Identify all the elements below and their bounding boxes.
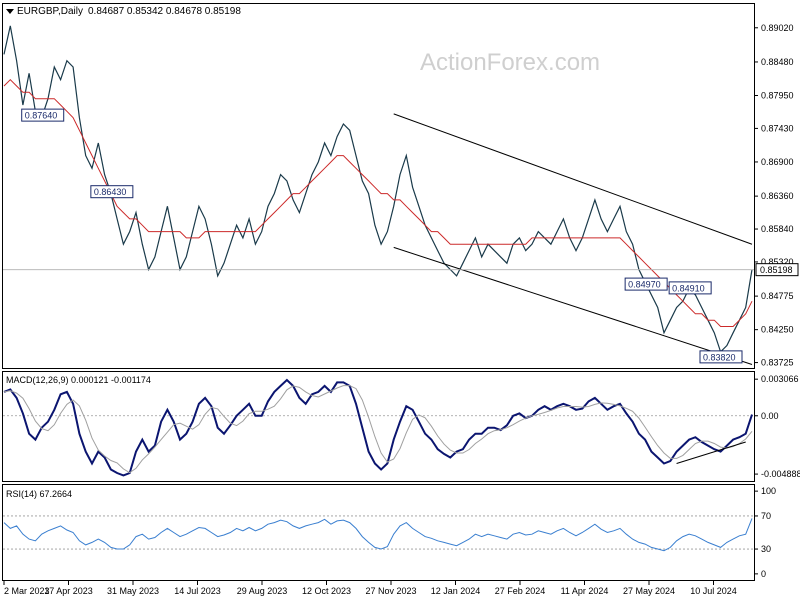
rsi-tick-label: 30 <box>761 544 771 554</box>
macd-line <box>3 378 753 477</box>
macd-tick-label: 0.003066 <box>761 374 799 384</box>
macd-signal-line <box>3 385 753 474</box>
date-tick-label: 27 May 2024 <box>623 586 675 596</box>
date-tick-label: 12 Oct 2023 <box>302 586 351 596</box>
trend-channel-line <box>393 246 753 365</box>
price-annotation-box <box>699 350 743 364</box>
price-tick-label: 0.89020 <box>761 23 794 33</box>
price-annotation-label: 0.86430 <box>94 187 127 197</box>
price-tick-label: 0.84250 <box>761 325 794 335</box>
price-tick-label: 0.83725 <box>761 358 794 368</box>
price-tick-label: 0.87430 <box>761 123 794 133</box>
price-annotation-label: 0.83820 <box>703 352 736 362</box>
rsi-tick-label: 70 <box>761 511 771 521</box>
date-tick-label: 31 May 2023 <box>107 586 159 596</box>
rsi-tick-label: 100 <box>761 486 776 496</box>
price-tick-label: 0.88480 <box>761 57 794 67</box>
macd-label: MACD(12,26,9) 0.000121 -0.001174 <box>6 375 151 385</box>
price-tick-label: 0.86900 <box>761 157 794 167</box>
price-annotation-box <box>21 108 65 122</box>
price-tick-label: 0.85840 <box>761 224 794 234</box>
series-ma <box>3 78 753 327</box>
macd-tick-label: -0.004888 <box>761 469 800 479</box>
date-tick-label: 29 Aug 2023 <box>237 586 288 596</box>
series-close <box>3 25 753 353</box>
price-annotation-label: 0.84970 <box>628 280 661 290</box>
ohlc-label: 0.84687 0.85342 0.84678 0.85198 <box>88 6 241 17</box>
rsi-label: RSI(14) 67.2664 <box>6 489 72 499</box>
macd-trend-line <box>676 441 746 464</box>
date-tick-label: 17 Apr 2023 <box>44 586 93 596</box>
symbol-label: EURGBP,Daily <box>17 6 83 17</box>
price-tick-label: 0.87950 <box>761 91 794 101</box>
rsi-line <box>3 518 753 552</box>
price-annotation-label: 0.87640 <box>25 111 58 121</box>
macd-tick-label: 0.00 <box>761 411 779 421</box>
watermark-text: ActionForex.com <box>420 49 600 76</box>
price-annotation-box <box>90 185 134 199</box>
rsi-tick-label: 0 <box>761 569 766 579</box>
price-tick-label: 0.84775 <box>761 291 794 301</box>
rsi-panel-frame <box>2 484 755 581</box>
price-annotation-label: 0.84910 <box>672 283 705 293</box>
date-tick-label: 27 Feb 2024 <box>495 586 546 596</box>
last-price-label: 0.85198 <box>760 265 793 275</box>
price-annotation-box <box>624 277 668 291</box>
date-tick-label: 10 Jul 2024 <box>690 586 737 596</box>
date-tick-label: 14 Jul 2023 <box>174 586 221 596</box>
price-tick-label: 0.85320 <box>761 257 794 267</box>
date-tick-label: 11 Apr 2024 <box>561 586 609 596</box>
date-tick-label: 27 Nov 2023 <box>365 586 416 596</box>
price-annotation-box <box>668 281 712 295</box>
macd-panel-frame <box>2 371 755 482</box>
date-tick-label: 12 Jan 2024 <box>431 586 481 596</box>
date-tick-label: 2 Mar 2023 <box>4 586 50 596</box>
chart-menu-icon[interactable] <box>6 9 14 14</box>
last-price-badge <box>755 263 799 277</box>
trend-channel-line <box>393 113 753 245</box>
price-tick-label: 0.86360 <box>761 191 794 201</box>
